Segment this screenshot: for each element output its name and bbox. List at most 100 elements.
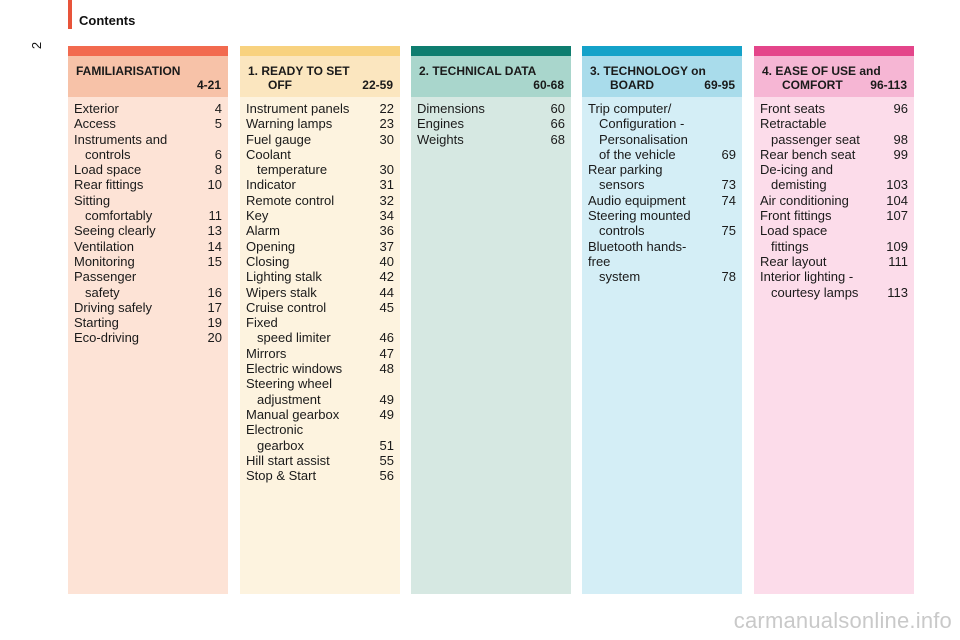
- toc-entry[interactable]: Stop & Start 56: [246, 468, 394, 483]
- toc-entry[interactable]: Passenger safety 16: [74, 269, 222, 300]
- toc-entry-label: Lighting stalk: [246, 269, 322, 285]
- toc-entry-label: comfortably: [85, 208, 153, 224]
- toc-entry[interactable]: Monitoring 15: [74, 254, 222, 269]
- toc-entry-page: 111: [888, 253, 908, 269]
- section-title-continued: COMFORT: [782, 78, 843, 92]
- section-page-range: 4-21: [196, 78, 221, 92]
- toc-entry-page: 11: [208, 208, 223, 224]
- toc-entry-page: 23: [379, 116, 394, 132]
- toc-entry[interactable]: Trip computer/Configuration - Personalisa…: [588, 101, 736, 162]
- toc-entry-label: gearbox: [257, 437, 304, 453]
- toc-entry[interactable]: Sitting comfortably 11: [74, 193, 222, 224]
- toc-entry[interactable]: Load space fittings 109: [760, 223, 908, 254]
- toc-entry[interactable]: Rear fittings 10: [74, 177, 222, 192]
- toc-entry[interactable]: Lighting stalk 42: [246, 269, 394, 284]
- toc-entry[interactable]: Mirrors 47: [246, 346, 394, 361]
- toc-entry[interactable]: Load space 8: [74, 162, 222, 177]
- toc-entry[interactable]: Key 34: [246, 208, 394, 223]
- toc-entry-label: Rear layout: [760, 253, 827, 269]
- toc-entry-label: Eco-driving: [74, 330, 140, 346]
- toc-entry[interactable]: Interior lighting - courtesy lamps 113: [760, 269, 908, 300]
- section-heading[interactable]: 1. READY TO SET OFF 22-59: [240, 56, 400, 97]
- section-color-strip: [240, 46, 400, 56]
- toc-entry-label: temperature: [257, 162, 328, 178]
- toc-entry[interactable]: Engines 66: [417, 116, 565, 131]
- toc-entry[interactable]: Electric windows 48: [246, 361, 394, 376]
- toc-entry[interactable]: Hill start assist 55: [246, 453, 394, 468]
- toc-entry[interactable]: Steering mounted controls 75: [588, 208, 736, 239]
- section-heading[interactable]: 4. EASE OF USE and COMFORT 96-113: [754, 56, 914, 97]
- toc-entry-label: Steering wheel: [246, 376, 332, 392]
- toc-entry[interactable]: Steering wheel adjustment 49: [246, 376, 394, 407]
- toc-entry[interactable]: Air conditioning 104: [760, 193, 908, 208]
- toc-entry[interactable]: Ventilation 14: [74, 239, 222, 254]
- toc-entry-page: 68: [550, 131, 565, 147]
- toc-entry-label: Retractable: [760, 116, 827, 132]
- toc-entry-label: Configuration -: [599, 116, 685, 132]
- toc-entry[interactable]: Weights 68: [417, 132, 565, 147]
- toc-entry[interactable]: Manual gearbox 49: [246, 407, 394, 422]
- toc-entry-label: Air conditioning: [760, 192, 849, 208]
- section-title: 4. EASE OF USE and: [762, 64, 881, 78]
- section-page-range: 22-59: [362, 78, 393, 92]
- toc-entry[interactable]: Wipers stalk 44: [246, 285, 394, 300]
- toc-entry[interactable]: Eco-driving 20: [74, 330, 222, 345]
- toc-entry[interactable]: Opening 37: [246, 239, 394, 254]
- toc-entry[interactable]: De-icing and demisting 103: [760, 162, 908, 193]
- toc-entry[interactable]: Coolant temperature 30: [246, 147, 394, 178]
- toc-entry[interactable]: Driving safely 17: [74, 300, 222, 315]
- toc-entry-label: Trip computer/: [588, 101, 672, 116]
- toc-entry-page: 104: [886, 192, 908, 208]
- toc-entry[interactable]: Seeing clearly 13: [74, 223, 222, 238]
- section-column-technology: 3. TECHNOLOGY on BOARD 69-95 Trip computer/…: [582, 46, 742, 594]
- toc-entry[interactable]: Audio equipment 74: [588, 193, 736, 208]
- toc-entry-label: passenger seat: [771, 131, 860, 147]
- toc-entry[interactable]: Electronic gearbox 51: [246, 422, 394, 453]
- toc-entry[interactable]: Rear bench seat 99: [760, 147, 908, 162]
- toc-entry-label: Engines: [417, 116, 464, 132]
- toc-entry-label: system: [599, 269, 641, 285]
- section-heading[interactable]: 2. TECHNICAL DATA 60-68: [411, 56, 571, 97]
- section-column-technical: 2. TECHNICAL DATA 60-68 Dimensions 60 Engin…: [411, 46, 571, 594]
- toc-entry[interactable]: Front seats 96: [760, 101, 908, 116]
- toc-entry-label: Interior lighting -: [760, 269, 854, 285]
- toc-entry-label: Rear bench seat: [760, 146, 856, 162]
- section-title: 1. READY TO SET: [248, 64, 350, 78]
- toc-entry[interactable]: Dimensions 60: [417, 101, 565, 116]
- section-column-ease: 4. EASE OF USE and COMFORT 96-113 Front sea…: [754, 46, 914, 594]
- toc-entry[interactable]: Exterior 4: [74, 101, 222, 116]
- toc-entry[interactable]: Starting 19: [74, 315, 222, 330]
- toc-entry-label: Personalisation: [599, 131, 688, 147]
- toc-entry[interactable]: Indicator 31: [246, 177, 394, 192]
- toc-entry[interactable]: Instruments and controls 6: [74, 132, 222, 163]
- section-heading[interactable]: 3. TECHNOLOGY on BOARD 69-95: [582, 56, 742, 97]
- toc-entry[interactable]: Bluetooth hands-free system 78: [588, 239, 736, 285]
- toc-entry-label: Access: [74, 116, 116, 132]
- toc-entry[interactable]: Fuel gauge 30: [246, 132, 394, 147]
- toc-entry[interactable]: Closing 40: [246, 254, 394, 269]
- toc-entry[interactable]: Front fittings 107: [760, 208, 908, 223]
- toc-entry-page: 51: [379, 437, 394, 453]
- toc-entry[interactable]: Fixed speed limiter 46: [246, 315, 394, 346]
- section-heading[interactable]: FAMILIARISATION 4-21: [68, 56, 228, 97]
- toc-entry-page: 44: [379, 284, 394, 300]
- toc-entry-label: adjustment: [257, 391, 321, 407]
- toc-entry[interactable]: Retractable passenger seat 98: [760, 116, 908, 147]
- toc-entry[interactable]: Remote control 32: [246, 193, 394, 208]
- toc-entry[interactable]: Instrument panels 22: [246, 101, 394, 116]
- toc-entry[interactable]: Rear layout 111: [760, 254, 908, 269]
- section-page-range: 60-68: [533, 78, 564, 92]
- toc-entry-page: 15: [207, 253, 222, 269]
- toc-entry[interactable]: Warning lamps 23: [246, 116, 394, 131]
- toc-entry[interactable]: Access 5: [74, 116, 222, 131]
- toc-entry-label: Wipers stalk: [246, 284, 317, 300]
- toc-entry-label: Closing: [246, 253, 290, 269]
- toc-entry-page: 42: [379, 269, 394, 285]
- toc-entry[interactable]: Rear parking sensors 73: [588, 162, 736, 193]
- toc-entry-page: 30: [379, 162, 394, 178]
- toc-entry-label: Weights: [417, 131, 464, 147]
- toc-entry[interactable]: Alarm 36: [246, 223, 394, 238]
- toc-entry[interactable]: Cruise control 45: [246, 300, 394, 315]
- toc-entry-label: courtesy lamps: [771, 284, 859, 300]
- toc-entry-page: 55: [379, 452, 394, 468]
